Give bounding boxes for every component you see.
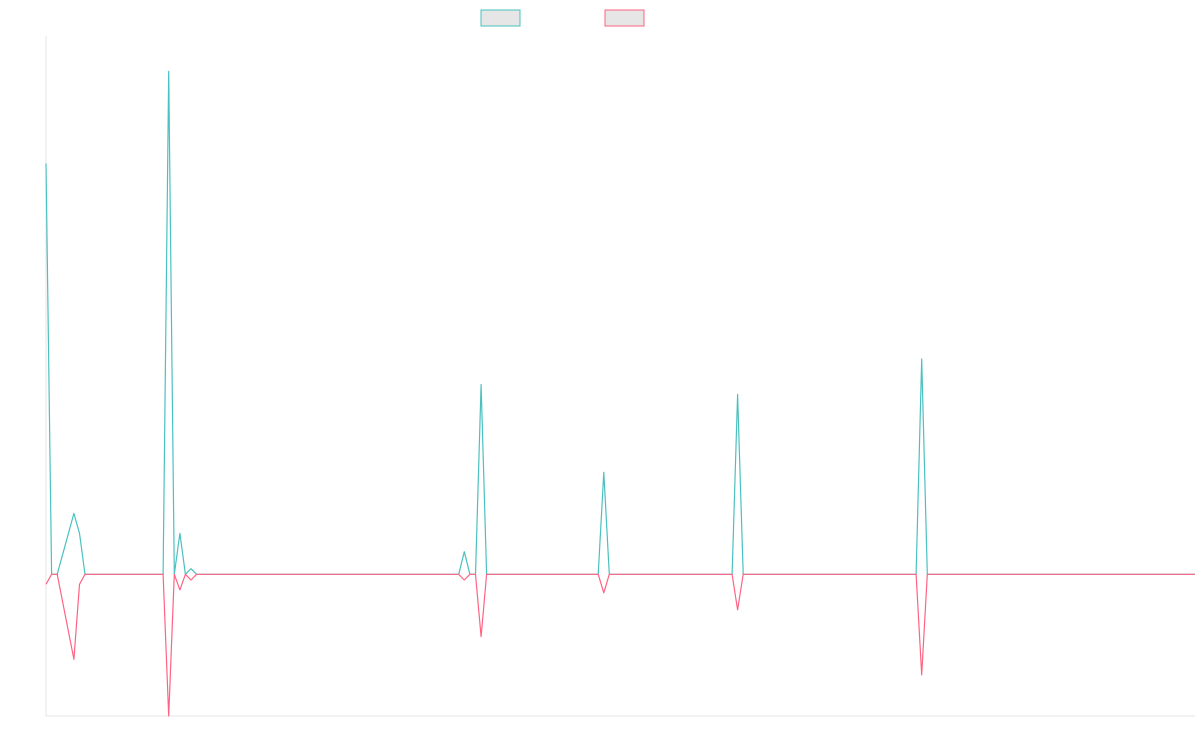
legend-swatch-1[interactable] [480, 9, 521, 27]
series-line-2 [45, 573, 1195, 717]
series-line-1 [45, 70, 1195, 575]
legend-swatch-2[interactable] [604, 9, 645, 27]
series-layer [45, 70, 1195, 717]
legend[interactable] [480, 9, 645, 27]
axes [45, 36, 1195, 717]
